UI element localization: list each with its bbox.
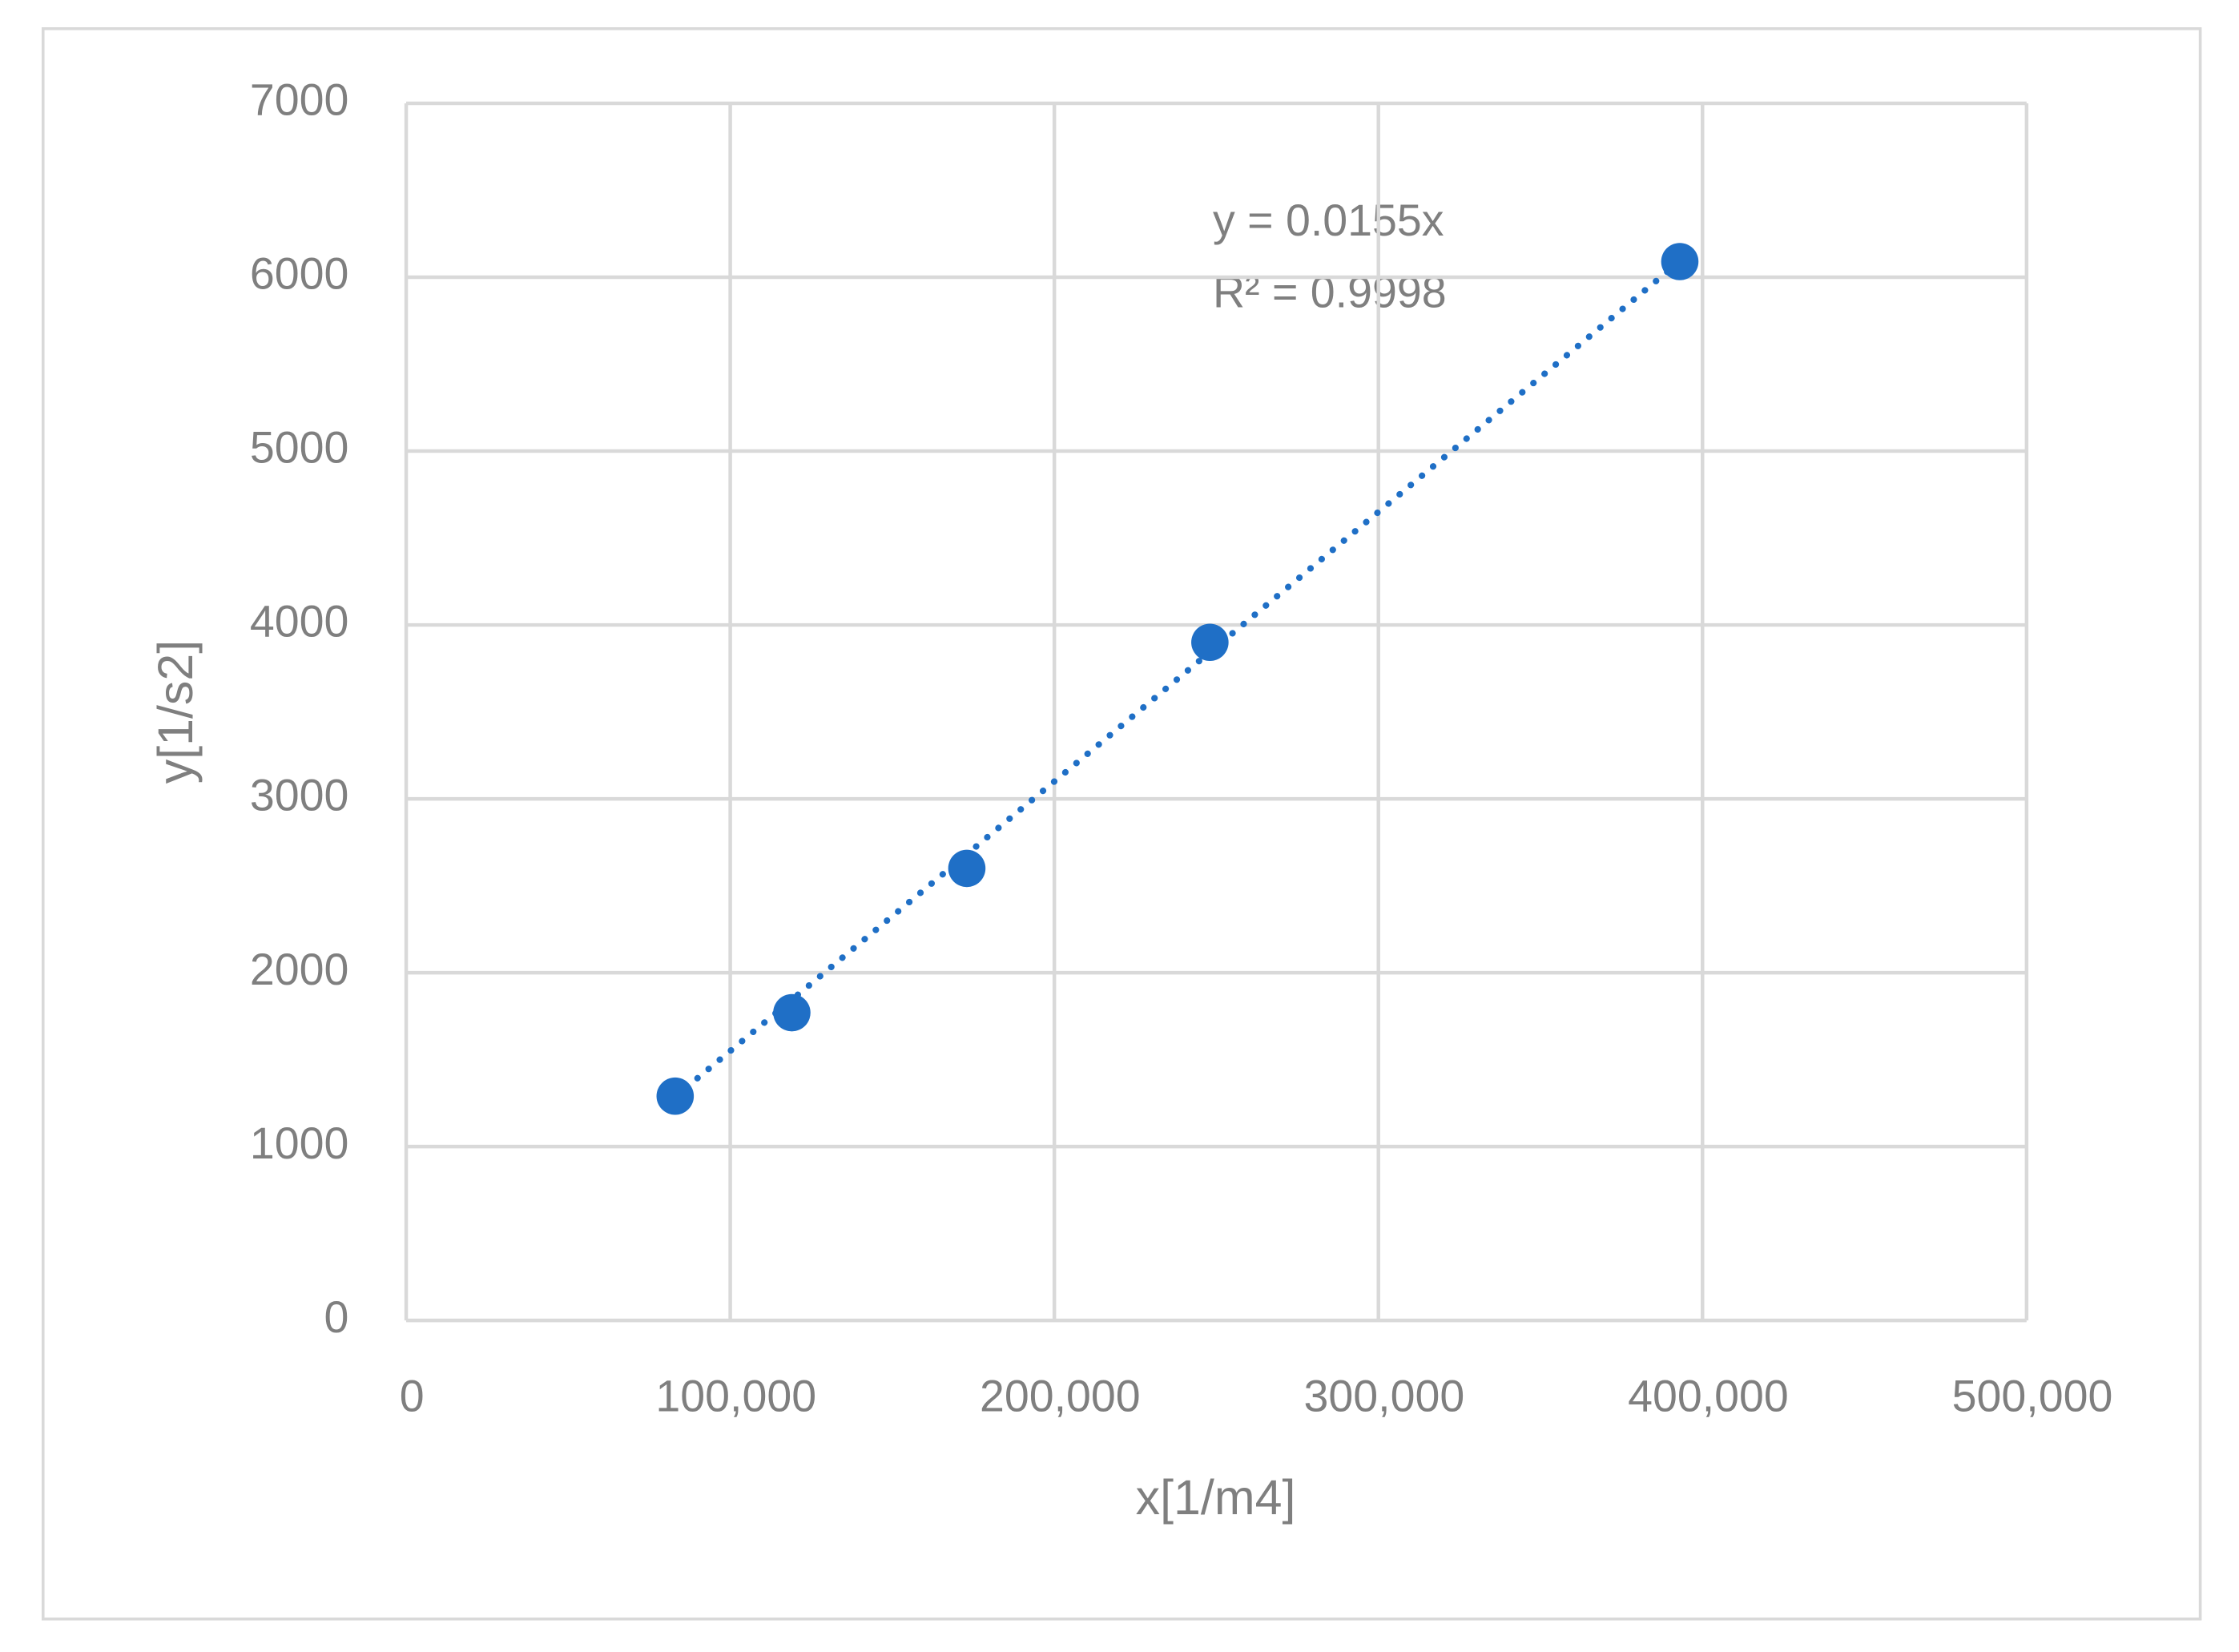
x-axis-title: x[1/m4] bbox=[1136, 1470, 1296, 1525]
scatter-point bbox=[948, 849, 986, 888]
x-tick-label: 0 bbox=[400, 1371, 425, 1420]
x-tick-label: 500,000 bbox=[1952, 1371, 2113, 1420]
trendline bbox=[671, 258, 1683, 1100]
trendline-r-squared: R² = 0.9998 bbox=[1213, 268, 1447, 317]
y-tick-label: 6000 bbox=[250, 249, 349, 299]
x-tick-label: 100,000 bbox=[655, 1371, 816, 1420]
scatter-point bbox=[656, 1077, 695, 1115]
y-tick-label: 2000 bbox=[250, 945, 349, 994]
x-tick-label: 200,000 bbox=[980, 1371, 1141, 1420]
y-tick-label: 4000 bbox=[250, 597, 349, 647]
y-tick-label: 5000 bbox=[250, 423, 349, 473]
y-tick-label: 0 bbox=[324, 1292, 348, 1342]
y-tick-label: 1000 bbox=[250, 1118, 349, 1168]
y-tick-label: 3000 bbox=[250, 771, 349, 820]
scatter-point bbox=[1191, 623, 1229, 662]
y-tick-label: 7000 bbox=[250, 75, 349, 125]
scatter-point bbox=[773, 993, 811, 1032]
trendline-equation: y = 0.0155x bbox=[1213, 195, 1444, 245]
x-tick-label: 400,000 bbox=[1628, 1371, 1789, 1420]
x-tick-label: 300,000 bbox=[1304, 1371, 1465, 1420]
scatter-point bbox=[1661, 243, 1699, 280]
chart-border bbox=[41, 27, 2202, 1621]
y-axis-title: y[1/s2] bbox=[148, 640, 203, 784]
